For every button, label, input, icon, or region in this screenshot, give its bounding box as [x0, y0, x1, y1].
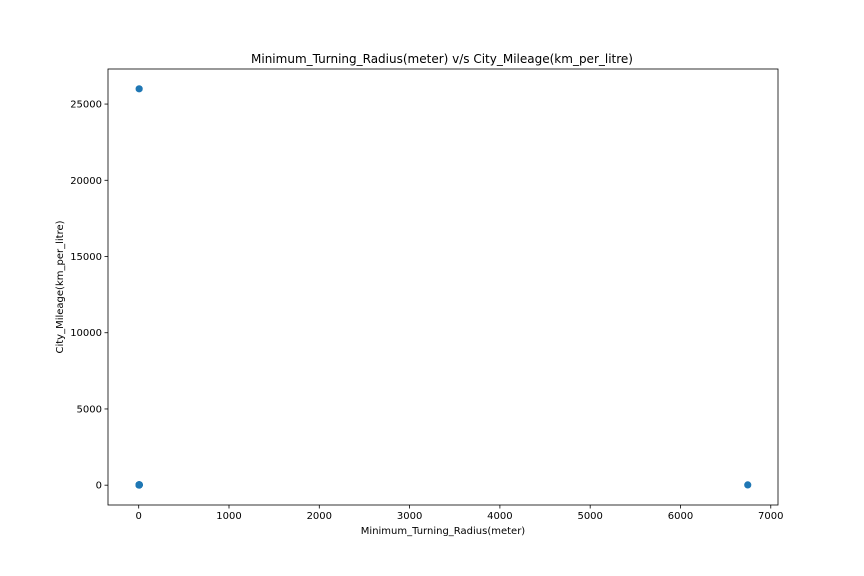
- y-tick-label: 25000: [70, 100, 102, 111]
- x-axis-label: Minimum_Turning_Radius(meter): [361, 526, 526, 537]
- x-tick-label: 7000: [758, 511, 783, 522]
- x-tick-label: 4000: [487, 511, 512, 522]
- y-tick-label: 15000: [70, 252, 102, 263]
- data-points: [135, 85, 752, 489]
- y-tick-label: 5000: [77, 404, 102, 415]
- y-tick-label: 0: [96, 481, 102, 492]
- x-tick-label: 3000: [397, 511, 422, 522]
- chart-title: Minimum_Turning_Radius(meter) v/s City_M…: [251, 52, 633, 66]
- x-axis-ticks: 0 1000 2000 3000 4000 5000 6000 7000: [136, 505, 784, 522]
- x-tick-label: 6000: [668, 511, 693, 522]
- y-axis-ticks: 0 5000 10000 15000 20000 25000: [70, 100, 108, 492]
- y-axis-label: City_Mileage(km_per_litre): [55, 220, 66, 353]
- data-point: [135, 85, 143, 93]
- data-point: [135, 481, 143, 489]
- plot-area-frame: [107, 68, 779, 506]
- y-tick-label: 20000: [70, 176, 102, 187]
- data-point: [744, 481, 752, 489]
- x-tick-label: 5000: [577, 511, 602, 522]
- x-tick-label: 0: [136, 511, 142, 522]
- y-tick-label: 10000: [70, 328, 102, 339]
- x-tick-label: 1000: [216, 511, 241, 522]
- x-tick-label: 2000: [307, 511, 332, 522]
